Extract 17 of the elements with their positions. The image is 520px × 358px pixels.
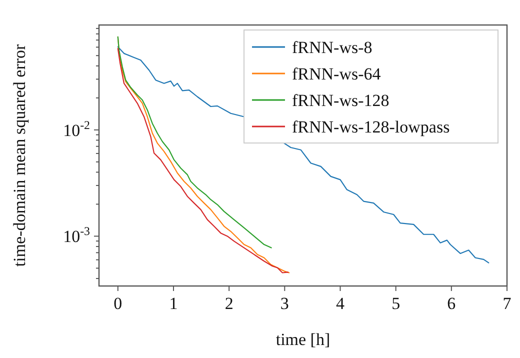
legend-label: fRNN-ws-64	[292, 64, 382, 84]
legend-label: fRNN-ws-128	[292, 91, 390, 110]
x-tick-label: 1	[169, 294, 178, 313]
x-tick-label: 6	[447, 294, 456, 313]
y-axis-title: time-domain mean squared error	[10, 44, 29, 267]
y-tick-label: 10$^{-2}$	[63, 118, 90, 140]
x-tick-label: 7	[502, 294, 512, 313]
legend-label: fRNN-ws-128-lowpass	[292, 118, 450, 136]
line-series	[117, 36, 272, 248]
x-tick-label: 2	[224, 294, 234, 313]
x-axis-title: time [h]	[276, 330, 330, 349]
x-tick-label: 3	[280, 294, 289, 313]
legend-label: fRNN-ws-8	[292, 38, 372, 57]
x-tick-label: 4	[336, 294, 345, 313]
x-tick-label: 0	[114, 294, 122, 313]
x-tick-label: 5	[392, 294, 400, 313]
y-tick-label: 10$^{-3}$	[63, 224, 90, 246]
